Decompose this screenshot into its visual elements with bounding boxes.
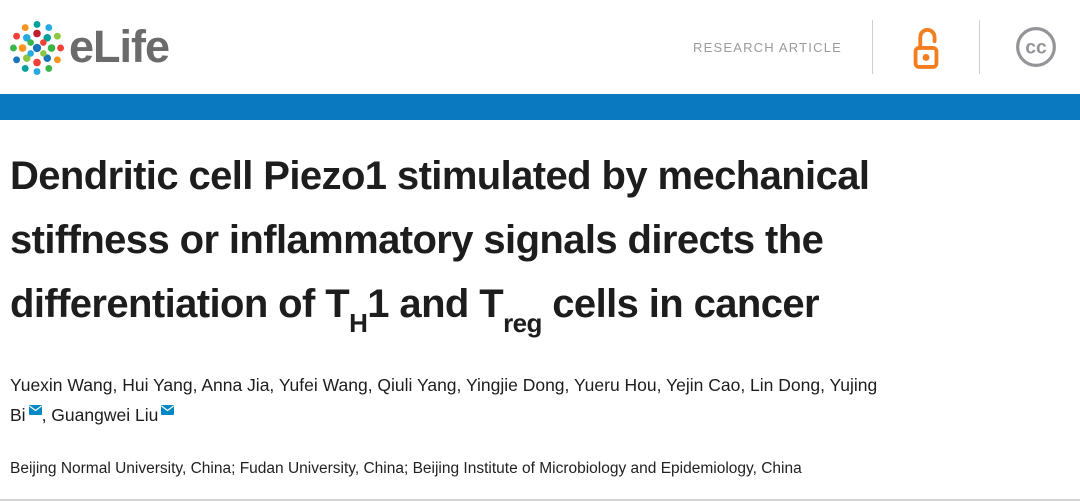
title-line-1: Dendritic cell Piezo1 stimulated by mech… [10,154,870,198]
title-line-2: stiffness or inflammatory signals direct… [10,218,824,262]
affiliations-line: Beijing Normal University, China; Fudan … [10,460,802,477]
open-access-padlock-icon [913,28,939,69]
title-subscript-reg: reg [503,308,542,338]
elife-wordmark: eLife [69,21,170,72]
site-header: eLife RESEARCH ARTICLE cc [0,0,1080,94]
header-divider-right [979,20,980,74]
corresponding-author-envelope-icon[interactable] [161,394,175,415]
title-subscript-H: H [349,308,368,338]
corresponding-author-envelope-icon[interactable] [28,394,42,415]
title-line-3: differentiation of TH1 and Treg cells in… [10,282,820,338]
elife-logo-mark-icon [9,20,65,76]
author-name: Guangwei Liu [51,405,159,425]
brand-blue-band [0,94,1080,120]
svg-text:cc: cc [1025,37,1047,58]
article-header-section: Dendritic cell Piezo1 stimulated by mech… [0,144,1080,480]
author-line-1: Yuexin Wang, Hui Yang, Anna Jia, Yufei W… [10,375,878,395]
author-name: Bi [10,405,26,425]
article-title: Dendritic cell Piezo1 stimulated by mech… [10,144,1070,336]
author-list: Yuexin Wang, Hui Yang, Anna Jia, Yufei W… [10,370,1070,430]
author-line-2: Bi, Guangwei Liu [10,400,1070,430]
article-type-label: RESEARCH ARTICLE [693,39,842,55]
section-divider [0,499,1080,501]
header-divider-left [872,20,873,74]
cc-license-icon: cc [1016,27,1056,67]
elife-logo[interactable]: eLife [8,17,170,77]
